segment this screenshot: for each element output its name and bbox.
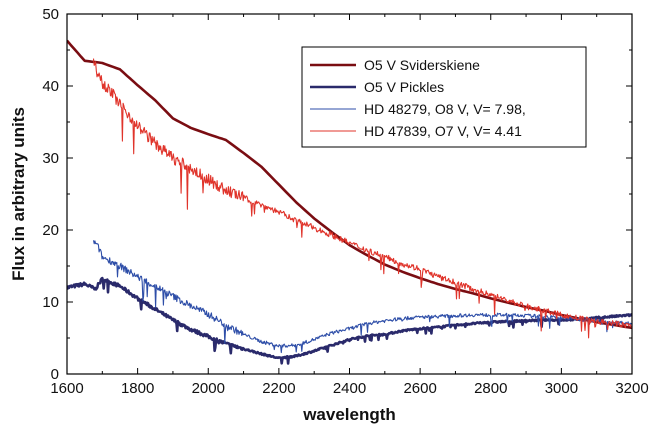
series-line-4 xyxy=(92,58,632,339)
x-tick-label: 2400 xyxy=(333,380,366,397)
x-tick-label: 3200 xyxy=(615,380,648,397)
axis-ticks: 1600 1800 2000 2200 2400 2600 2800 3000 3200 0 10 2… xyxy=(42,6,648,397)
legend-entry-label: O5 V Sviderskiene xyxy=(364,57,480,73)
x-axis-title: wavelength xyxy=(302,405,396,424)
legend-entry-label: O5 V Pickles xyxy=(364,79,444,95)
series-line-2 xyxy=(67,276,632,365)
x-tick-label: 3000 xyxy=(545,380,578,397)
y-tick-label: 30 xyxy=(42,150,59,167)
x-tick-label: 2000 xyxy=(192,380,225,397)
x-tick-label: 2600 xyxy=(403,380,436,397)
x-tick-label: 2800 xyxy=(474,380,507,397)
y-tick-label: 50 xyxy=(42,6,59,23)
x-tick-label: 1800 xyxy=(121,380,154,397)
y-tick-label: 40 xyxy=(42,78,59,95)
y-tick-label: 10 xyxy=(42,294,59,311)
legend-entry-label: HD 48279, O8 V, V= 7.98, xyxy=(364,101,526,117)
y-tick-label: 0 xyxy=(51,366,59,383)
legend: O5 V Sviderskiene O5 V Pickles HD 48279, O… xyxy=(301,46,587,148)
legend-box xyxy=(301,46,587,148)
x-tick-label: 1600 xyxy=(50,380,83,397)
series-layer xyxy=(67,39,632,365)
x-tick-label: 2200 xyxy=(262,380,295,397)
legend-entry-label: HD 47839, O7 V, V= 4.41 xyxy=(364,123,522,139)
y-tick-label: 20 xyxy=(42,222,59,239)
y-axis-title: Flux in arbitrary units xyxy=(9,107,28,281)
